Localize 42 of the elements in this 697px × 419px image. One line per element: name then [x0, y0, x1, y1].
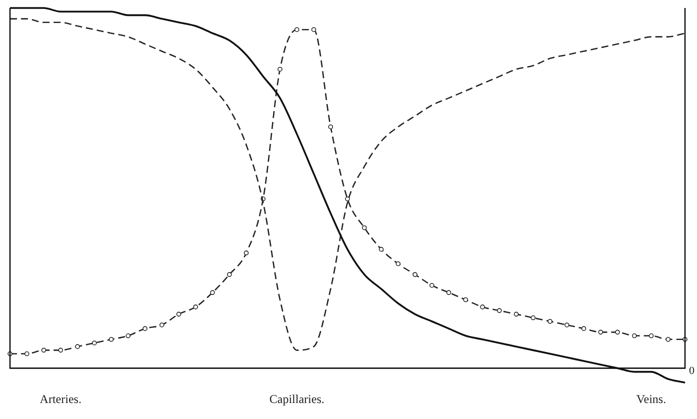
point — [615, 330, 620, 335]
point — [278, 66, 282, 72]
point — [548, 318, 552, 324]
point — [159, 322, 164, 328]
point — [58, 348, 64, 353]
point — [666, 336, 671, 342]
point — [311, 27, 316, 32]
point — [463, 297, 468, 302]
point — [142, 326, 148, 331]
point — [598, 330, 604, 335]
point — [412, 272, 418, 277]
point — [514, 312, 519, 317]
point — [632, 333, 637, 338]
point — [328, 124, 334, 130]
x-tick-label: Arteries. — [40, 392, 82, 406]
point — [41, 348, 46, 353]
point — [378, 246, 384, 252]
point — [530, 315, 536, 320]
point — [446, 290, 452, 295]
text: 0 — [689, 365, 695, 378]
point — [176, 312, 182, 317]
point — [108, 336, 114, 342]
point — [496, 308, 502, 313]
point — [345, 196, 350, 202]
point — [429, 282, 434, 288]
point — [126, 333, 131, 338]
point — [480, 304, 485, 310]
point — [564, 322, 570, 328]
point — [294, 27, 300, 32]
point — [75, 344, 80, 349]
point — [92, 340, 97, 346]
point — [226, 272, 232, 277]
point — [396, 261, 401, 266]
x-tick-label: Veins. — [636, 392, 666, 406]
point — [581, 326, 586, 331]
point — [244, 250, 249, 256]
point — [193, 304, 198, 310]
x-tick-label: Capillaries. — [269, 392, 324, 406]
point — [362, 225, 367, 230]
point — [648, 333, 654, 338]
point — [210, 290, 215, 295]
point — [24, 351, 30, 356]
